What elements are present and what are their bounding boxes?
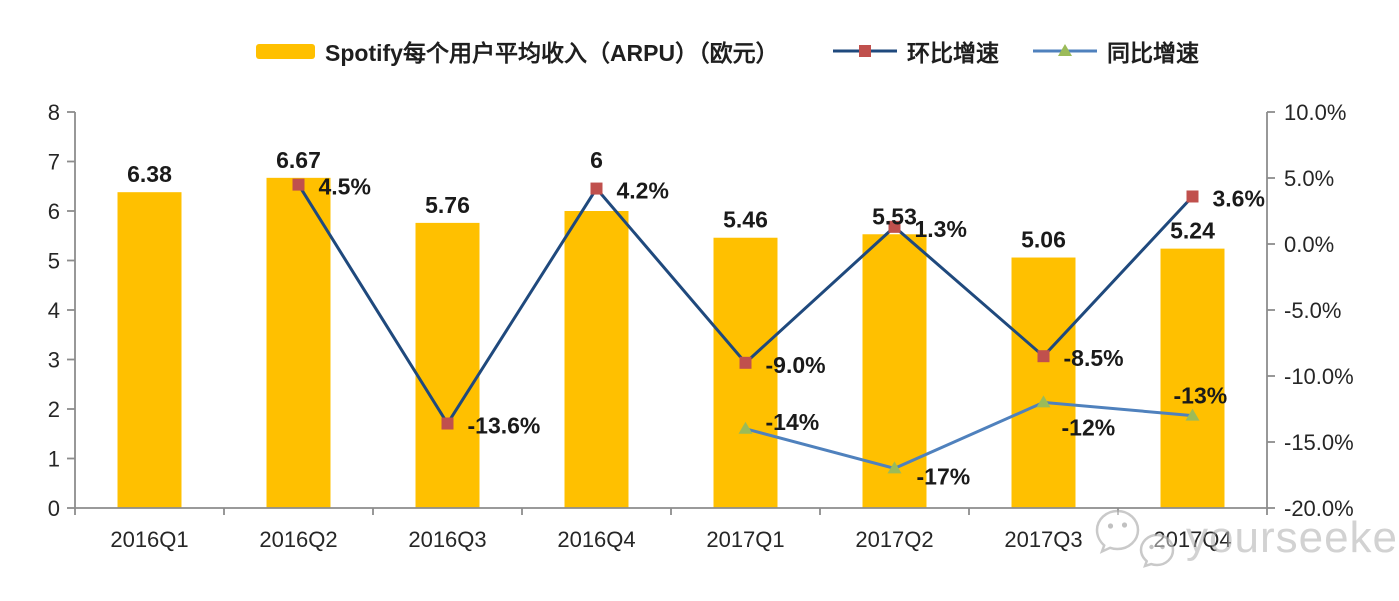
point-label: -13% bbox=[1174, 383, 1228, 409]
bar-label-2016Q3: 5.76 bbox=[425, 192, 470, 218]
left-tick-label: 4 bbox=[48, 298, 60, 323]
bar-2016Q1 bbox=[117, 192, 182, 508]
legend-item-qoq: 环比增速 bbox=[833, 37, 999, 66]
left-tick-label: 5 bbox=[48, 249, 60, 274]
bar-2016Q3 bbox=[415, 222, 480, 508]
x-label-2016Q1: 2016Q1 bbox=[110, 527, 188, 552]
point-label: -9.0% bbox=[766, 352, 826, 378]
x-label-2017Q4: 2017Q4 bbox=[1153, 527, 1231, 552]
right-tick-label: -15.0% bbox=[1284, 430, 1354, 455]
left-tick-label: 3 bbox=[48, 348, 60, 373]
qoq-point-2016Q3 bbox=[441, 417, 454, 430]
yoy-point-2017Q1 bbox=[738, 421, 753, 434]
point-label: -13.6% bbox=[468, 413, 541, 439]
line-series-yoy: -14% -17% -12% -13% bbox=[738, 383, 1228, 489]
qoq-point-2017Q3 bbox=[1037, 350, 1050, 363]
left-tick-label: 7 bbox=[48, 150, 60, 175]
line-triangle-swatch-icon bbox=[1033, 44, 1097, 56]
bar-2017Q3 bbox=[1011, 257, 1076, 508]
yoy-point-2017Q4 bbox=[1185, 408, 1200, 421]
right-tick-label: 5.0% bbox=[1284, 166, 1334, 191]
bars-group bbox=[117, 177, 1225, 509]
left-tick-label: 6 bbox=[48, 199, 60, 224]
bar-label-2017Q3: 5.06 bbox=[1021, 227, 1066, 253]
point-label: 4.2% bbox=[617, 178, 669, 204]
yoy-point-2017Q3 bbox=[1036, 395, 1051, 408]
axes-group: 0 1 2 3 4 5 6 7 8 -20.0% -15.0% -10.0% -5.0% 0.0% 5.0%… bbox=[48, 100, 1354, 552]
legend-label-qoq: 环比增速 bbox=[907, 40, 999, 66]
right-tick-label: -10.0% bbox=[1284, 364, 1354, 389]
legend-label-yoy: 同比增速 bbox=[1107, 40, 1199, 66]
yoy-point-2017Q2 bbox=[887, 461, 902, 474]
right-tick-label: -5.0% bbox=[1284, 298, 1341, 323]
series-line bbox=[745, 400, 1193, 470]
bar-swatch-icon bbox=[256, 43, 315, 59]
point-label: 3.6% bbox=[1213, 185, 1265, 211]
line-series-qoq: 4.5% -13.6% 4.2% -9.0% 1.3% -8.5% 3.6% bbox=[292, 174, 1265, 439]
qoq-point-2016Q2 bbox=[292, 178, 305, 191]
bar-2017Q1 bbox=[713, 237, 778, 509]
x-label-2017Q2: 2017Q2 bbox=[855, 527, 933, 552]
bar-2017Q4 bbox=[1160, 248, 1225, 508]
point-label: 4.5% bbox=[319, 174, 371, 200]
bar-label-2017Q4: 5.24 bbox=[1170, 218, 1215, 244]
right-tick-label: -20.0% bbox=[1284, 496, 1354, 521]
x-label-2017Q3: 2017Q3 bbox=[1004, 527, 1082, 552]
qoq-point-2017Q4 bbox=[1186, 190, 1199, 203]
bar-label-2017Q2: 5.53 bbox=[872, 203, 917, 229]
qoq-point-2017Q1 bbox=[739, 356, 752, 369]
x-label-2016Q3: 2016Q3 bbox=[408, 527, 486, 552]
point-label: 1.3% bbox=[915, 216, 967, 242]
legend-label-arpu: Spotify每个用户平均收入（ARPU）（欧元） bbox=[325, 40, 779, 66]
x-label-2016Q4: 2016Q4 bbox=[557, 527, 635, 552]
bar-2016Q2 bbox=[266, 177, 331, 508]
x-label-2016Q2: 2016Q2 bbox=[259, 527, 337, 552]
point-label: -8.5% bbox=[1064, 345, 1124, 371]
qoq-point-2016Q4 bbox=[590, 182, 603, 195]
qoq-point-2017Q2 bbox=[888, 220, 901, 233]
left-tick-label: 2 bbox=[48, 397, 60, 422]
left-tick-label: 8 bbox=[48, 100, 60, 125]
bar-labels-group: 6.38 6.67 5.76 6 5.46 5.53 5.06 5.24 bbox=[127, 147, 1215, 253]
bar-label-2016Q4: 6 bbox=[590, 147, 603, 173]
right-tick-label: 0.0% bbox=[1284, 232, 1334, 257]
point-label: -14% bbox=[766, 409, 820, 435]
line-square-swatch-icon bbox=[833, 45, 897, 57]
left-tick-label: 0 bbox=[48, 496, 60, 521]
point-label: -12% bbox=[1062, 414, 1116, 440]
legend-item-arpu: Spotify每个用户平均收入（ARPU）（欧元） bbox=[256, 37, 779, 66]
bar-label-2016Q1: 6.38 bbox=[127, 161, 172, 187]
bar-label-2016Q2: 6.67 bbox=[276, 147, 321, 173]
legend-item-yoy: 同比增速 bbox=[1033, 37, 1199, 66]
left-tick-label: 1 bbox=[48, 447, 60, 472]
x-label-2017Q1: 2017Q1 bbox=[706, 527, 784, 552]
bar-2016Q4 bbox=[564, 211, 629, 508]
bar-label-2017Q1: 5.46 bbox=[723, 207, 768, 233]
point-label: -17% bbox=[917, 463, 971, 489]
right-tick-label: 10.0% bbox=[1284, 100, 1346, 125]
